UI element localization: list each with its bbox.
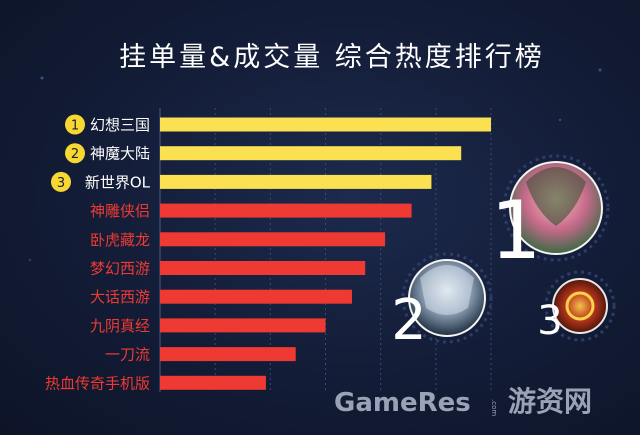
bars bbox=[160, 117, 491, 390]
bar-1 bbox=[160, 117, 491, 132]
rank-badge-1 bbox=[65, 114, 85, 135]
rank-badge-number-2: 2 bbox=[71, 147, 79, 162]
rank-1-ring bbox=[502, 154, 610, 262]
rank-3-ring bbox=[544, 270, 616, 342]
podium: 1 2 3 bbox=[391, 154, 616, 353]
category-label-8: 九阴真经 bbox=[90, 317, 150, 335]
flame-emblem-avatar bbox=[552, 278, 608, 334]
bar-9 bbox=[160, 347, 296, 362]
rank-1-group: 1 bbox=[491, 154, 610, 277]
warrior-hair-shape bbox=[420, 265, 474, 315]
heroine-hair-shape bbox=[526, 167, 586, 226]
category-label-5: 卧虎藏龙 bbox=[90, 231, 150, 249]
rank-2-ring bbox=[401, 252, 493, 344]
bar-2 bbox=[160, 146, 462, 161]
bar-10 bbox=[160, 375, 266, 390]
rank-3-group: 3 bbox=[537, 270, 616, 344]
category-label-4: 神雕侠侣 bbox=[90, 202, 150, 220]
rank-badge-number-1: 1 bbox=[71, 119, 79, 134]
category-label-10: 热血传奇手机版 bbox=[45, 374, 150, 392]
rank-badge-3 bbox=[51, 171, 71, 192]
grid-lines bbox=[159, 108, 492, 392]
watermark-cn: 游资网 bbox=[508, 385, 592, 418]
category-label-2: 神魔大陆 bbox=[90, 145, 150, 163]
category-labels: 幻想三国 1 神魔大陆 2 新世界OL 3 神雕侠侣卧虎藏龙梦幻西游大话西游九阴真经一刀流热… bbox=[45, 114, 151, 392]
category-label-1: 幻想三国 bbox=[90, 116, 150, 134]
watermark-com: .com bbox=[490, 399, 498, 416]
background-dots bbox=[28, 68, 602, 262]
bar-7 bbox=[160, 289, 352, 304]
chart-title: 挂单量&成交量 综合热度排行榜 bbox=[119, 42, 545, 73]
rank-1-number: 1 bbox=[491, 184, 542, 277]
watermark: GameRes .com 游资网 bbox=[334, 385, 592, 418]
flame-emblem-ring bbox=[565, 291, 595, 321]
bar-3 bbox=[160, 174, 432, 189]
bar-8 bbox=[160, 318, 326, 333]
category-label-3: 新世界OL bbox=[85, 173, 151, 191]
watermark-en: GameRes bbox=[334, 388, 471, 418]
category-label-7: 大话西游 bbox=[90, 288, 150, 306]
rank-badge-number-3: 3 bbox=[57, 176, 65, 191]
bar-4 bbox=[160, 203, 412, 218]
bar-6 bbox=[160, 261, 366, 275]
rank-2-group: 2 bbox=[391, 252, 493, 353]
bar-5 bbox=[160, 232, 386, 247]
rank-3-number: 3 bbox=[537, 298, 562, 344]
category-label-6: 梦幻西游 bbox=[90, 260, 150, 278]
rank-2-number: 2 bbox=[391, 288, 427, 353]
rank-badge-2 bbox=[65, 143, 85, 164]
category-label-9: 一刀流 bbox=[105, 346, 150, 364]
